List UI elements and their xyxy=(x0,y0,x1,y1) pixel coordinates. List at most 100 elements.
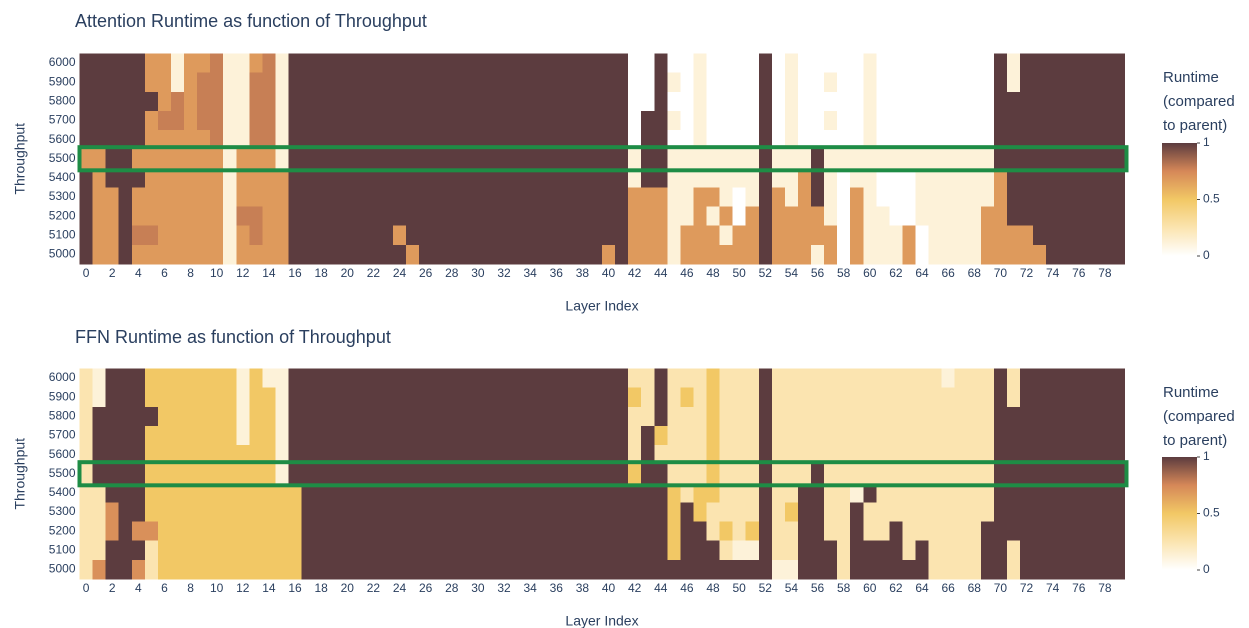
heatmap-cell xyxy=(223,110,237,131)
heatmap-cell xyxy=(628,187,642,208)
heatmap-cell xyxy=(889,406,904,427)
x-tick-label: 22 xyxy=(367,266,381,280)
heatmap-cell xyxy=(575,187,590,208)
heatmap-cell xyxy=(1059,110,1073,131)
heatmap-cell xyxy=(758,110,773,131)
heatmap-cell xyxy=(941,425,956,446)
heatmap-cell xyxy=(105,225,120,246)
heatmap-cell xyxy=(393,206,407,227)
heatmap-cell xyxy=(1085,540,1099,561)
heatmap-cell xyxy=(1059,502,1073,523)
heatmap-cell xyxy=(575,225,590,246)
heatmap-cell xyxy=(797,464,812,484)
heatmap-cell xyxy=(719,206,734,227)
heatmap-cell xyxy=(184,91,198,112)
heatmap-cell xyxy=(393,168,407,189)
heatmap-cell xyxy=(680,368,695,389)
heatmap-cell xyxy=(654,502,668,523)
heatmap-cell xyxy=(706,540,721,561)
heatmap-cell xyxy=(445,483,459,504)
heatmap-cell xyxy=(131,464,146,484)
heatmap-cell xyxy=(615,225,629,246)
heatmap-cell xyxy=(510,168,525,189)
heatmap-cell xyxy=(745,72,760,93)
heatmap-cell xyxy=(771,521,786,542)
heatmap-cell xyxy=(954,53,969,74)
heatmap-cell xyxy=(327,110,342,131)
heatmap-cell xyxy=(79,521,94,542)
heatmap-cell xyxy=(327,53,342,74)
heatmap-cell xyxy=(379,187,394,208)
heatmap-cell xyxy=(223,406,237,427)
heatmap-cell xyxy=(902,464,917,484)
heatmap-cell xyxy=(693,387,708,408)
heatmap-cell xyxy=(967,502,982,523)
heatmap-cell xyxy=(876,225,890,246)
heatmap-cell xyxy=(223,206,237,227)
heatmap-cell xyxy=(575,149,590,169)
heatmap-cell xyxy=(680,91,695,112)
heatmap-cell xyxy=(1111,225,1126,246)
y-tick-label: 5100 xyxy=(49,542,76,556)
heatmap-cell xyxy=(732,464,747,484)
heatmap-cell xyxy=(275,521,290,542)
heatmap-cell xyxy=(889,225,904,246)
heatmap-cell xyxy=(131,91,146,112)
heatmap-cell xyxy=(811,187,825,208)
heatmap-cell xyxy=(275,225,290,246)
heatmap-cell xyxy=(275,445,290,465)
heatmap-cell xyxy=(549,130,564,150)
heatmap-cell xyxy=(314,559,329,580)
heatmap-cell xyxy=(236,149,250,169)
heatmap-cell xyxy=(954,464,969,484)
heatmap-cell xyxy=(693,483,708,504)
heatmap-cell xyxy=(353,387,368,408)
heatmap-cell xyxy=(784,168,799,189)
heatmap-cell xyxy=(628,483,642,504)
heatmap-cell xyxy=(680,540,695,561)
heatmap-cell xyxy=(549,91,564,112)
heatmap-cell xyxy=(1111,521,1126,542)
heatmap-cell xyxy=(837,521,851,542)
heatmap-cell xyxy=(223,225,237,246)
heatmap-cell xyxy=(393,387,407,408)
heatmap-cell xyxy=(811,387,825,408)
heatmap-cell xyxy=(641,91,655,112)
heatmap-cell xyxy=(654,130,668,150)
heatmap-cell xyxy=(1059,483,1073,504)
heatmap-cell xyxy=(1072,387,1086,408)
heatmap-cell xyxy=(1085,464,1099,484)
heatmap-cell xyxy=(811,559,825,580)
heatmap-cell xyxy=(706,206,721,227)
heatmap-cell xyxy=(784,445,799,465)
x-tick-label: 6 xyxy=(161,581,168,595)
heatmap-cell xyxy=(249,540,263,561)
heatmap-cell xyxy=(784,559,799,580)
heatmap-cell xyxy=(1059,53,1073,74)
heatmap-cell xyxy=(536,72,551,93)
heatmap-cell xyxy=(1059,368,1073,389)
heatmap-cell xyxy=(954,406,969,427)
y-tick-label: 5200 xyxy=(49,523,76,537)
heatmap-cell xyxy=(170,168,185,189)
heatmap-cell xyxy=(850,559,864,580)
heatmap-cell xyxy=(536,110,551,131)
heatmap-cell xyxy=(497,206,512,227)
heatmap-cell xyxy=(223,244,237,265)
heatmap-cell xyxy=(602,149,616,169)
heatmap-cell xyxy=(327,130,342,150)
heatmap-cell xyxy=(118,483,133,504)
heatmap-cell xyxy=(719,521,734,542)
heatmap-cell xyxy=(1033,206,1047,227)
heatmap-cell xyxy=(131,206,146,227)
heatmap-cell xyxy=(1111,368,1126,389)
x-tick-label: 26 xyxy=(419,581,433,595)
heatmap-cell xyxy=(1046,149,1060,169)
heatmap-cell xyxy=(941,464,956,484)
heatmap-cell xyxy=(993,387,1008,408)
heatmap-cell xyxy=(1046,53,1060,74)
heatmap-cell xyxy=(170,559,185,580)
heatmap-cell xyxy=(92,540,107,561)
heatmap-cell xyxy=(876,483,890,504)
heatmap-cell xyxy=(967,53,982,74)
